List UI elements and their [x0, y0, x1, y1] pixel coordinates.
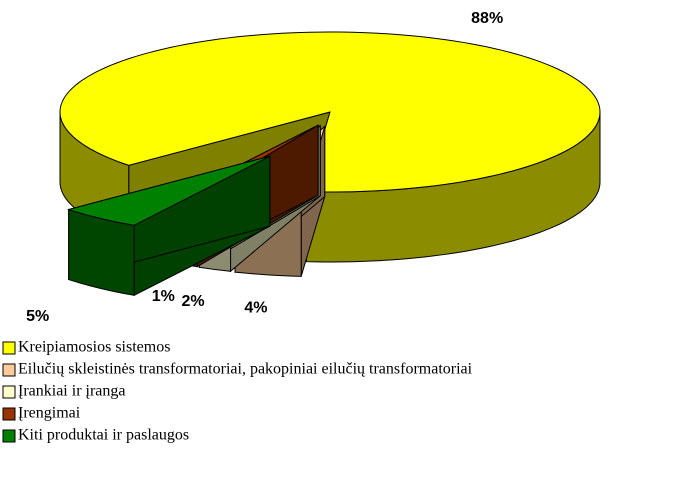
- slice: [59, 31, 601, 193]
- legend-swatch: [2, 429, 16, 443]
- value-label: 1%: [152, 288, 175, 305]
- legend-swatch: [2, 407, 16, 421]
- value-label: 88%: [471, 10, 503, 27]
- legend-label: Įrengimai: [18, 405, 81, 422]
- legend-label: Įrankiai ir įranga: [18, 383, 126, 400]
- legend-swatch: [2, 341, 16, 355]
- legend-swatch: [2, 385, 16, 399]
- legend-swatch: [2, 363, 16, 377]
- value-label: 4%: [244, 300, 267, 317]
- slice: [66, 155, 271, 226]
- value-label: 2%: [181, 293, 204, 310]
- legend-label: Kiti produktai ir paslaugos: [18, 427, 189, 444]
- legend-label: Kreipiamosios sistemos: [18, 339, 170, 356]
- value-label: 5%: [26, 308, 49, 325]
- legend-label: Eilučių skleistinės transformatoriai, pa…: [18, 361, 473, 378]
